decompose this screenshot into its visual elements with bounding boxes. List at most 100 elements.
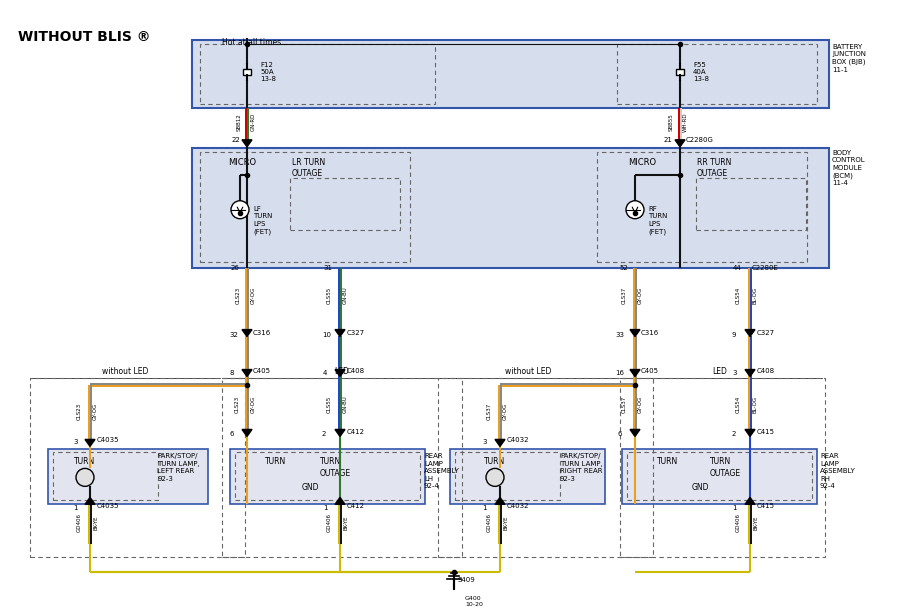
Text: GY-OG: GY-OG bbox=[251, 287, 255, 304]
Text: G400
10-20: G400 10-20 bbox=[465, 596, 483, 607]
Text: 1: 1 bbox=[482, 505, 487, 511]
Bar bbox=[627, 453, 812, 500]
Text: C4032: C4032 bbox=[507, 437, 529, 443]
Text: RR TURN
OUTAGE: RR TURN OUTAGE bbox=[697, 158, 731, 178]
Text: 13-8: 13-8 bbox=[260, 76, 276, 82]
Polygon shape bbox=[745, 497, 755, 504]
Text: 16: 16 bbox=[615, 370, 624, 376]
Text: C408: C408 bbox=[347, 367, 365, 373]
Bar bbox=[617, 44, 817, 104]
Text: 26: 26 bbox=[231, 265, 240, 271]
Text: 44: 44 bbox=[733, 265, 742, 271]
Text: C405: C405 bbox=[641, 367, 659, 373]
Text: TURN
OUTAGE: TURN OUTAGE bbox=[320, 458, 351, 478]
Text: C415: C415 bbox=[757, 503, 775, 509]
Polygon shape bbox=[85, 439, 95, 447]
Polygon shape bbox=[630, 429, 640, 436]
Text: RF
TURN
LPS
(FET): RF TURN LPS (FET) bbox=[648, 206, 667, 235]
Text: 3: 3 bbox=[73, 439, 77, 445]
Bar bbox=[455, 453, 560, 500]
Text: LED: LED bbox=[713, 367, 727, 376]
Text: CLS37: CLS37 bbox=[487, 403, 491, 420]
Text: SBB55: SBB55 bbox=[668, 113, 674, 131]
Text: 2: 2 bbox=[492, 473, 498, 482]
Text: GD406: GD406 bbox=[735, 513, 741, 532]
Polygon shape bbox=[630, 370, 640, 376]
Text: GD406: GD406 bbox=[76, 513, 82, 532]
Text: F12: F12 bbox=[260, 62, 273, 68]
Bar bbox=[696, 178, 806, 230]
Text: C4035: C4035 bbox=[97, 503, 120, 509]
Polygon shape bbox=[495, 497, 505, 504]
Text: GN-RD: GN-RD bbox=[251, 113, 255, 131]
Text: TURN: TURN bbox=[265, 458, 286, 467]
Text: 1: 1 bbox=[323, 505, 328, 511]
Text: C408: C408 bbox=[757, 367, 775, 373]
Text: GY-OG: GY-OG bbox=[502, 403, 508, 420]
Text: CLS23: CLS23 bbox=[76, 403, 82, 420]
Bar bbox=[53, 453, 158, 500]
Text: TURN
OUTAGE: TURN OUTAGE bbox=[710, 458, 741, 478]
Text: 21: 21 bbox=[664, 137, 673, 143]
Text: BODY
CONTROL
MODULE
(BCM)
11-4: BODY CONTROL MODULE (BCM) 11-4 bbox=[832, 150, 865, 186]
Text: MICRO: MICRO bbox=[228, 158, 256, 167]
Bar bbox=[597, 152, 807, 262]
Text: C412: C412 bbox=[347, 429, 365, 436]
Text: CLS55: CLS55 bbox=[327, 287, 331, 304]
Polygon shape bbox=[745, 329, 755, 337]
Polygon shape bbox=[242, 140, 252, 147]
Text: CLS55: CLS55 bbox=[327, 396, 331, 413]
Text: WH-RD: WH-RD bbox=[683, 112, 687, 132]
Text: CLS37: CLS37 bbox=[621, 396, 627, 413]
Text: C412: C412 bbox=[347, 503, 365, 509]
Text: GND: GND bbox=[301, 483, 319, 492]
Text: GY-OG: GY-OG bbox=[251, 396, 255, 413]
Text: BL-OG: BL-OG bbox=[753, 287, 757, 304]
Polygon shape bbox=[335, 497, 345, 504]
Bar bbox=[192, 40, 829, 108]
Bar bbox=[192, 148, 829, 268]
Polygon shape bbox=[242, 370, 252, 376]
Text: 6: 6 bbox=[617, 431, 621, 437]
Text: SBB12: SBB12 bbox=[236, 113, 242, 131]
Text: C405: C405 bbox=[253, 367, 271, 373]
Polygon shape bbox=[675, 140, 685, 147]
Text: GND: GND bbox=[691, 483, 709, 492]
Text: LED: LED bbox=[334, 367, 350, 376]
Text: CLS54: CLS54 bbox=[735, 287, 741, 304]
Bar bbox=[620, 378, 825, 558]
Text: C2280G: C2280G bbox=[686, 137, 714, 143]
Polygon shape bbox=[745, 429, 755, 436]
Text: 3: 3 bbox=[732, 370, 736, 376]
Text: without LED: without LED bbox=[505, 367, 551, 376]
Text: BATTERY
JUNCTION
BOX (BJB)
11-1: BATTERY JUNCTION BOX (BJB) 11-1 bbox=[832, 44, 866, 73]
Bar bbox=[30, 378, 245, 558]
Text: TURN: TURN bbox=[74, 458, 95, 467]
Text: 2: 2 bbox=[732, 431, 736, 437]
Text: 22: 22 bbox=[232, 137, 241, 143]
Text: TURN: TURN bbox=[484, 458, 506, 467]
Polygon shape bbox=[85, 497, 95, 504]
Text: GN-BU: GN-BU bbox=[342, 287, 348, 304]
Text: F55: F55 bbox=[693, 62, 706, 68]
Text: S409: S409 bbox=[458, 577, 476, 583]
Text: REAR
LAMP
ASSEMBLY
LH
92-4: REAR LAMP ASSEMBLY LH 92-4 bbox=[424, 453, 459, 489]
Text: BK-YE: BK-YE bbox=[343, 515, 349, 529]
Text: C2280E: C2280E bbox=[752, 265, 779, 271]
Bar bbox=[235, 453, 420, 500]
Text: C316: C316 bbox=[253, 329, 271, 336]
Text: 13-8: 13-8 bbox=[693, 76, 709, 82]
Text: REAR
LAMP
ASSEMBLY
RH
92-4: REAR LAMP ASSEMBLY RH 92-4 bbox=[820, 453, 856, 489]
Text: C327: C327 bbox=[757, 329, 775, 336]
Text: 2: 2 bbox=[322, 431, 326, 437]
Text: GY-OG: GY-OG bbox=[637, 396, 643, 413]
Circle shape bbox=[76, 468, 94, 486]
Bar bbox=[290, 178, 400, 230]
Text: 52: 52 bbox=[619, 265, 627, 271]
Text: CLS23: CLS23 bbox=[234, 396, 240, 413]
Text: 6: 6 bbox=[229, 431, 233, 437]
Text: 4: 4 bbox=[323, 370, 328, 376]
Text: CLS23: CLS23 bbox=[235, 287, 241, 304]
Text: C4035: C4035 bbox=[97, 437, 120, 443]
Bar bbox=[243, 69, 251, 75]
